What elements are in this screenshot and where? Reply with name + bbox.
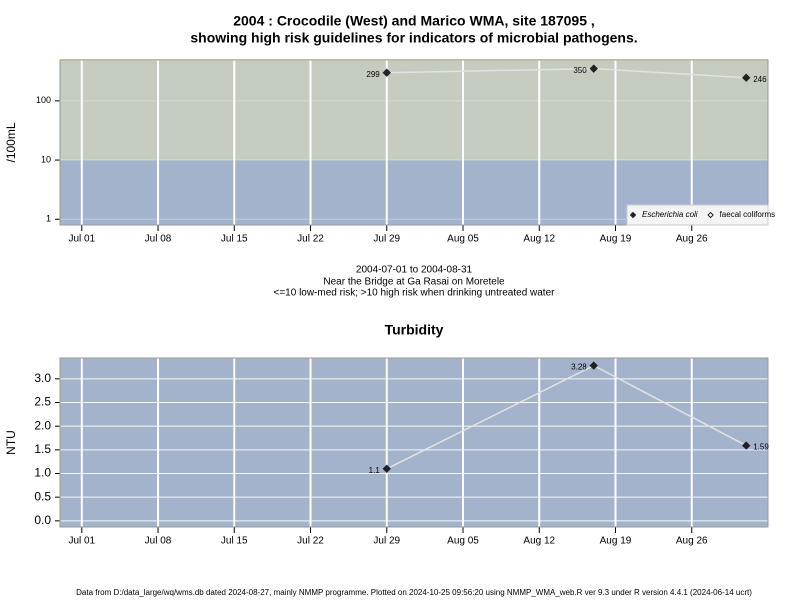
caption: Near the Bridge at Ga Rasai on Moretele — [323, 277, 505, 288]
plot-frame — [59, 357, 769, 528]
point — [742, 441, 751, 450]
x-tick-label: Jul 22 — [297, 536, 324, 547]
legend-label: faecal coliforms — [720, 210, 776, 219]
plot-bg — [60, 358, 768, 527]
x-tick-label: Jul 01 — [68, 234, 95, 245]
legend — [626, 204, 769, 226]
y-axis-label: /100mL — [4, 122, 18, 162]
footer: Data from D:/data_large/wq/wms.db dated … — [76, 588, 752, 597]
data-label: 350 — [573, 66, 587, 75]
point — [382, 464, 391, 473]
point — [589, 64, 598, 73]
data-label: 1.59 — [753, 443, 769, 452]
chart-title: 2004 : Crocodile (West) and Marico WMA, … — [233, 13, 595, 29]
x-tick-label: Jul 29 — [373, 536, 400, 547]
x-tick-label: Aug 19 — [600, 234, 632, 245]
y-tick-label: 1.0 — [34, 466, 51, 480]
y-tick-label: 10 — [41, 154, 51, 164]
point — [589, 361, 598, 370]
y-tick-label: 0.5 — [34, 489, 51, 503]
y-tick-label: 100 — [36, 95, 51, 105]
legend-label: Escherichia coli — [642, 210, 698, 219]
x-tick-label: Aug 26 — [676, 536, 708, 547]
y-tick-label: 2.5 — [34, 395, 51, 409]
x-tick-label: Aug 19 — [600, 536, 632, 547]
chart-title: showing high risk guidelines for indicat… — [190, 30, 637, 46]
legend-marker — [707, 211, 714, 219]
legend-marker — [629, 211, 637, 219]
x-tick-label: Jul 08 — [145, 536, 172, 547]
data-label: 299 — [366, 70, 380, 79]
x-tick-label: Jul 15 — [221, 234, 248, 245]
chart-title: Turbidity — [385, 322, 444, 338]
x-tick-label: Aug 12 — [523, 536, 555, 547]
x-tick-label: Jul 29 — [373, 234, 400, 245]
risk-band — [60, 60, 768, 161]
x-tick-label: Aug 05 — [447, 536, 479, 547]
x-tick-label: Jul 01 — [68, 536, 95, 547]
x-tick-label: Aug 26 — [676, 234, 708, 245]
y-tick-label: 2.0 — [34, 418, 51, 432]
x-tick-label: Jul 22 — [297, 234, 324, 245]
y-tick-label: 3.0 — [34, 371, 51, 385]
data-label: 1.1 — [369, 466, 381, 475]
data-label: 246 — [753, 75, 767, 84]
x-tick-label: Jul 15 — [221, 536, 248, 547]
plot-frame — [59, 59, 769, 226]
y-tick-label: 1.5 — [34, 442, 51, 456]
y-axis-label: NTU — [4, 430, 18, 455]
y-tick-label: 1 — [46, 214, 51, 224]
caption: <=10 low-med risk; >10 high risk when dr… — [274, 288, 556, 299]
point — [742, 73, 751, 82]
data-label: 3.28 — [571, 363, 587, 372]
caption: 2004-07-01 to 2004-08-31 — [356, 265, 473, 276]
x-tick-label: Jul 08 — [145, 234, 172, 245]
x-tick-label: Aug 12 — [523, 234, 555, 245]
y-tick-label: 0.0 — [34, 513, 51, 527]
x-tick-label: Aug 05 — [447, 234, 479, 245]
point — [382, 68, 391, 77]
